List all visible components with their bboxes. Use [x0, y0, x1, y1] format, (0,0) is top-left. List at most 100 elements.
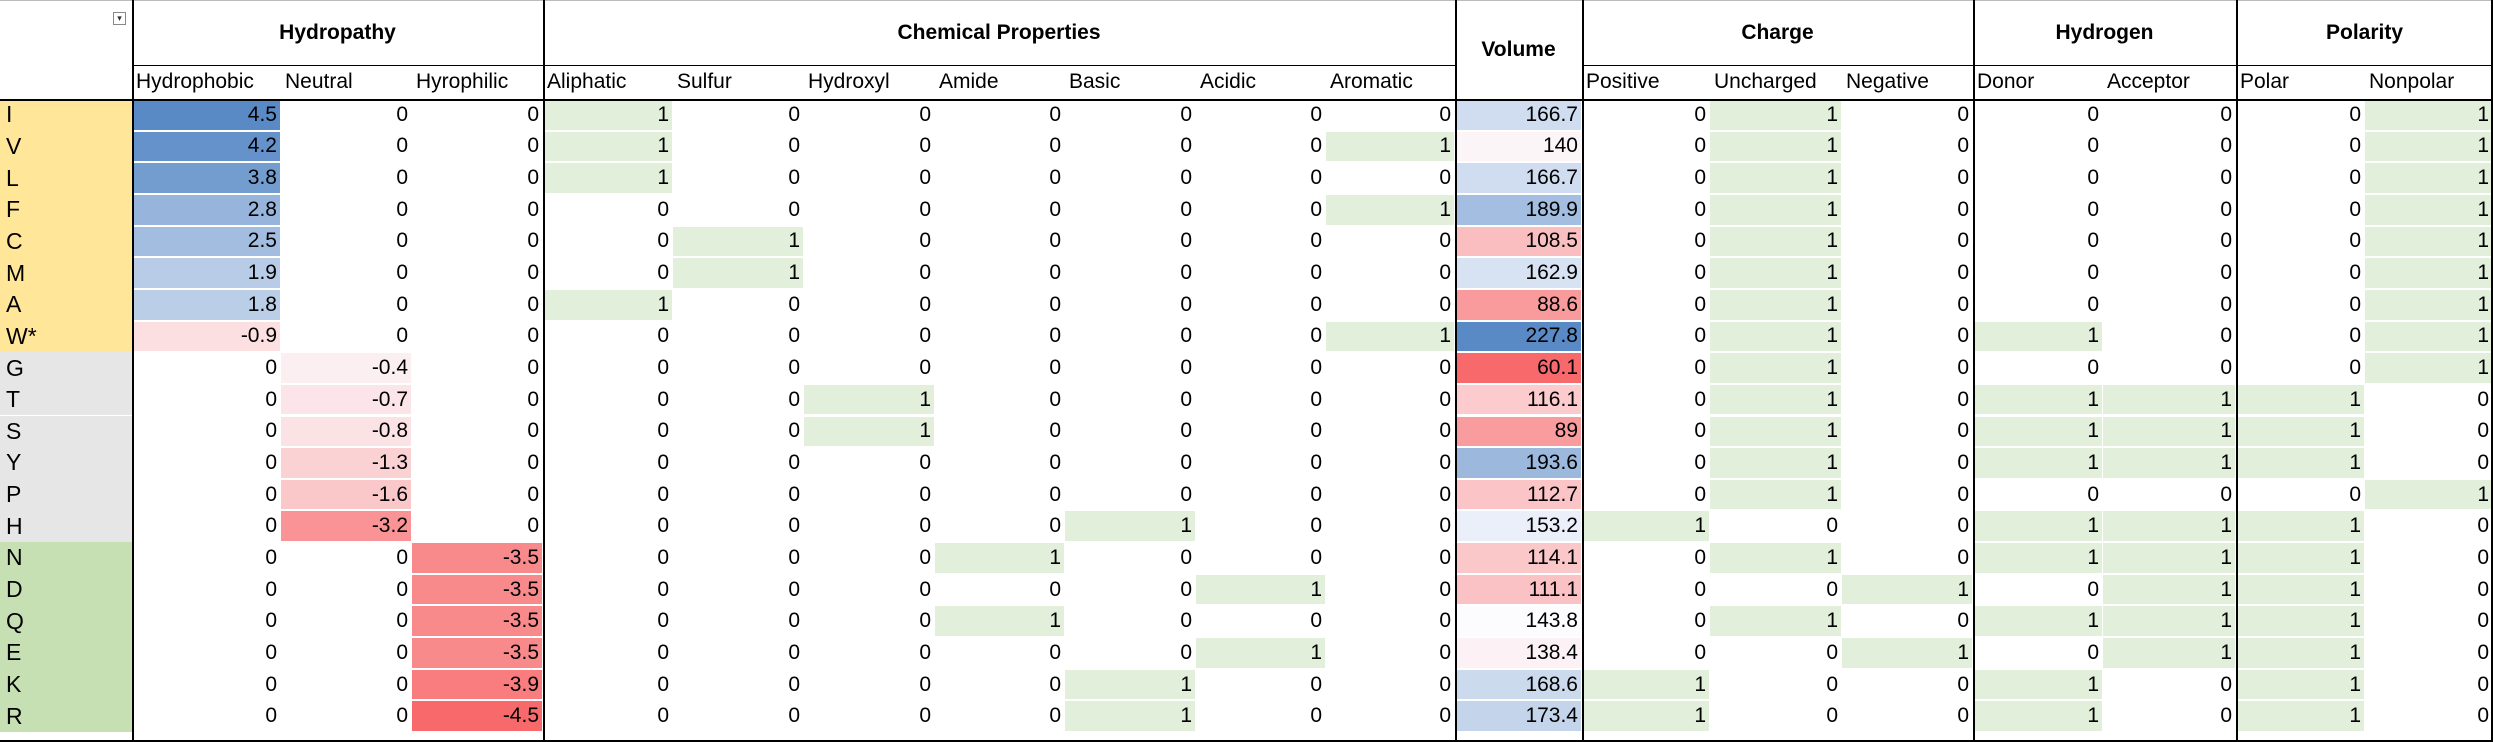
table-cell: 0 — [2220, 356, 2232, 379]
table-cell: 166.7 — [1455, 163, 1581, 193]
table-cell: 88.6 — [1455, 289, 1581, 320]
table-cell: 0 — [2220, 292, 2232, 316]
table-cell: 0 — [1439, 419, 1451, 443]
table-cell: 1 — [543, 289, 672, 320]
table-cell: 1 — [2365, 479, 2492, 510]
table-cell: 0 — [265, 356, 277, 379]
table-cell: 0 — [1049, 672, 1061, 696]
table-cell: 162.9 — [1455, 258, 1581, 288]
table-cell: 0 — [2477, 450, 2489, 474]
table-cell: 0 — [396, 704, 408, 728]
table-cell: 0 — [2477, 419, 2489, 443]
table-cell: 1 — [2365, 258, 2492, 288]
table-cell: 0 — [265, 387, 277, 411]
table-cell: 1 — [1710, 194, 1841, 225]
table-cell: 1 — [1710, 258, 1841, 288]
table-cell: 1 — [1973, 511, 2102, 542]
table-cell: 173.4 — [1455, 701, 1581, 731]
table-cell: 0 — [657, 197, 669, 221]
table-cell: 1 — [2103, 638, 2235, 668]
table-cell: 1 — [2365, 321, 2492, 352]
column-header-polar: Polar — [2240, 70, 2290, 93]
table-cell: 1 — [1326, 131, 1454, 162]
row-label-amino-acid: C — [0, 225, 132, 258]
table-cell: 0 — [2349, 197, 2361, 221]
table-cell: 0 — [788, 134, 800, 158]
table-cell: 1 — [2365, 289, 2492, 320]
table-cell: 0 — [1049, 704, 1061, 728]
table-cell: 0 — [919, 672, 931, 696]
table-cell: 1 — [1582, 669, 1709, 700]
table-cell: 0 — [1957, 134, 1969, 158]
group-header-charge: Charge — [1741, 20, 1814, 44]
table-cell: 0 — [1049, 514, 1061, 538]
table-cell: 0 — [657, 419, 669, 443]
table-cell: 0 — [919, 166, 931, 190]
filter-dropdown-icon[interactable]: ▾ — [113, 12, 126, 25]
table-cell: 0 — [2477, 672, 2489, 696]
table-cell: 0 — [919, 197, 931, 221]
table-cell: 0 — [1049, 166, 1061, 190]
table-cell: 0 — [1049, 134, 1061, 158]
column-header-aromatic: Aromatic — [1330, 70, 1413, 93]
table-cell: 0 — [1694, 450, 1706, 474]
table-cell: 1 — [1710, 226, 1841, 257]
table-cell: 1 — [2365, 100, 2492, 130]
table-cell: 1 — [1973, 321, 2102, 352]
table-cell: 0 — [1049, 482, 1061, 506]
column-header-hydrophobic: Hydrophobic — [136, 70, 254, 93]
table-cell: 0 — [2220, 482, 2232, 506]
table-cell: 0 — [2477, 577, 2489, 601]
table-cell: 0 — [1694, 102, 1706, 126]
table-cell: 0 — [527, 102, 539, 126]
table-cell: 0 — [788, 166, 800, 190]
table-cell: 0 — [919, 261, 931, 285]
row-label-amino-acid: L — [0, 162, 132, 194]
table-cell: 0 — [2220, 704, 2232, 728]
table-cell: 0 — [2349, 356, 2361, 379]
table-cell: 0 — [788, 197, 800, 221]
table-cell: 0 — [1049, 419, 1061, 443]
table-cell: 0 — [919, 482, 931, 506]
table-cell: 60.1 — [1455, 353, 1581, 383]
table-cell: 0 — [2087, 229, 2099, 253]
column-header-donor: Donor — [1977, 70, 2035, 93]
table-cell: 1 — [1842, 574, 1972, 605]
table-cell: 0 — [657, 229, 669, 253]
table-cell: 0 — [2477, 514, 2489, 538]
group-divider — [2236, 0, 2238, 742]
table-cell: 0 — [1439, 672, 1451, 696]
table-cell: 0 — [2349, 482, 2361, 506]
table-cell: 0 — [1439, 166, 1451, 190]
table-cell: 1 — [804, 416, 934, 447]
table-cell: 0 — [1957, 545, 1969, 569]
table-cell: 0 — [265, 609, 277, 633]
table-cell: 0 — [1957, 419, 1969, 443]
table-cell: 0 — [1049, 356, 1061, 379]
table-cell: 0 — [788, 514, 800, 538]
table-cell: 0 — [2087, 292, 2099, 316]
table-cell: 114.1 — [1455, 543, 1581, 573]
table-cell: -0.7 — [281, 384, 411, 415]
row-label-amino-acid: M — [0, 257, 132, 289]
table-cell: 0 — [2087, 197, 2099, 221]
table-cell: 0 — [265, 514, 277, 538]
table-cell: 0 — [1310, 482, 1322, 506]
table-cell: 0 — [1694, 261, 1706, 285]
table-cell: 1 — [1973, 606, 2102, 637]
table-cell: 0 — [657, 324, 669, 348]
row-label-amino-acid: V — [0, 130, 132, 163]
group-divider — [1582, 0, 1584, 742]
table-cell: 0 — [2349, 166, 2361, 190]
table-cell: 1 — [2103, 606, 2235, 637]
header-divider — [132, 65, 1455, 66]
table-cell: 0 — [919, 704, 931, 728]
table-cell: 2.5 — [132, 226, 280, 257]
table-cell: 0 — [1439, 102, 1451, 126]
table-cell: 0 — [265, 577, 277, 601]
table-cell: 1 — [673, 226, 803, 257]
table-cell: 0 — [1049, 640, 1061, 664]
table-cell: 0 — [1957, 292, 1969, 316]
column-header-acidic: Acidic — [1200, 70, 1257, 93]
table-cell: 0 — [788, 482, 800, 506]
